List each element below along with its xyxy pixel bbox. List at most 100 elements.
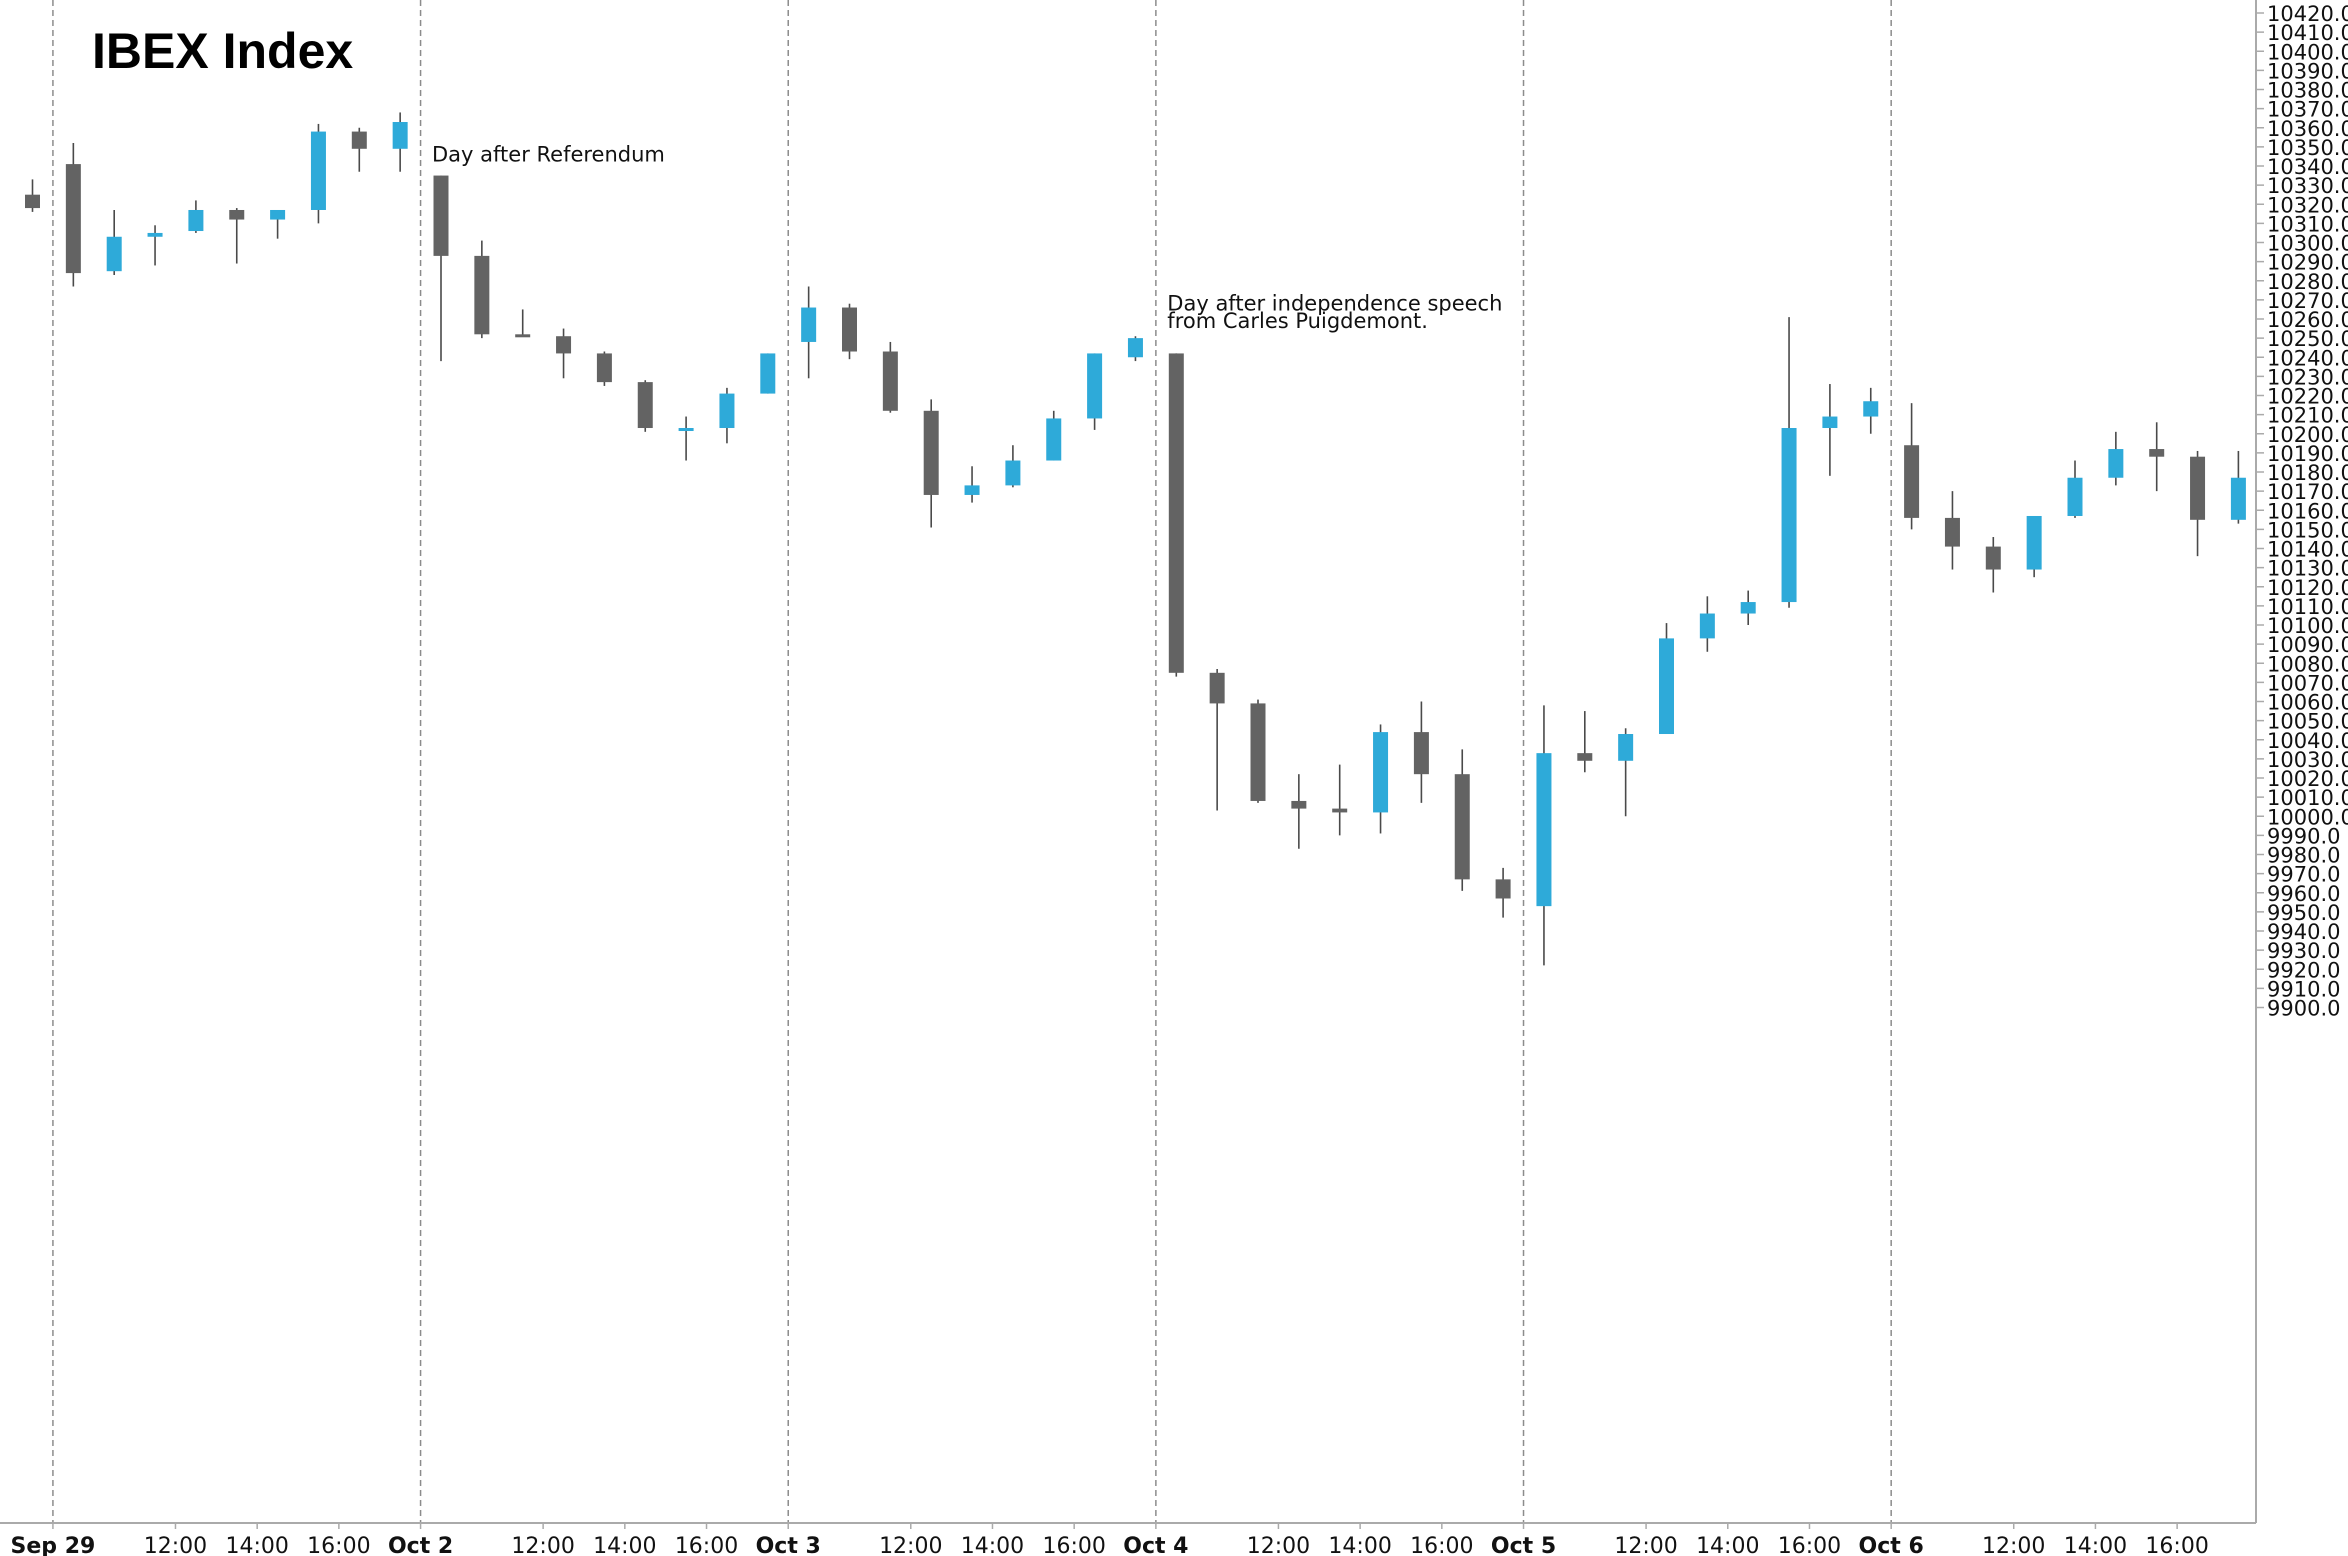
candle-body xyxy=(515,334,531,338)
y-tick-label: 10120.0 xyxy=(2267,576,2348,600)
candle xyxy=(1699,596,1715,652)
candle-body xyxy=(882,351,898,411)
candle xyxy=(1536,705,1552,966)
candle-body xyxy=(1209,672,1225,704)
y-tick-label: 9910.0 xyxy=(2267,977,2340,1001)
x-tick-label: 16:00 xyxy=(1778,1534,1841,1556)
y-tick-label: 9950.0 xyxy=(2267,901,2340,925)
candle-body xyxy=(1250,703,1266,801)
candle-body xyxy=(2190,456,2206,520)
candle-body xyxy=(556,336,572,354)
y-tick-label: 10420.0 xyxy=(2267,2,2348,26)
y-tick-label: 9990.0 xyxy=(2267,824,2340,848)
candle xyxy=(2108,431,2124,486)
candle-body xyxy=(719,393,735,429)
y-tick-label: 9970.0 xyxy=(2267,863,2340,887)
y-tick-label: 10320.0 xyxy=(2267,193,2348,217)
candle xyxy=(678,416,694,461)
candle-body xyxy=(1127,338,1143,358)
x-tick-label: 16:00 xyxy=(1410,1534,1473,1556)
y-tick-label: 10140.0 xyxy=(2267,538,2348,562)
candle-body xyxy=(2108,449,2124,478)
candle-body xyxy=(1168,353,1184,673)
y-tick-label: 10150.0 xyxy=(2267,518,2348,542)
y-tick-label: 10200.0 xyxy=(2267,423,2348,447)
candle-body xyxy=(1577,753,1593,761)
annotation-text: Day after Referendum xyxy=(432,143,665,167)
candle xyxy=(433,175,449,362)
candle xyxy=(1740,590,1756,625)
x-tick-label: Oct 4 xyxy=(1123,1534,1188,1556)
y-tick-label: 9940.0 xyxy=(2267,920,2340,944)
candle xyxy=(392,112,408,172)
x-tick-label: 12:00 xyxy=(1247,1534,1310,1556)
y-axis: 10420.010410.010400.010390.010380.010370… xyxy=(2255,0,2348,1523)
candle-body xyxy=(596,353,612,383)
candle xyxy=(1005,445,1021,488)
y-tick-label: 10070.0 xyxy=(2267,671,2348,695)
candle-body xyxy=(637,382,653,429)
y-tick-label: 10210.0 xyxy=(2267,404,2348,428)
candle xyxy=(1618,728,1634,817)
candle-body xyxy=(433,175,449,256)
y-tick-label: 10280.0 xyxy=(2267,270,2348,294)
candle xyxy=(1577,711,1593,773)
x-tick-label: 14:00 xyxy=(961,1534,1024,1556)
y-tick-label: 10130.0 xyxy=(2267,557,2348,581)
y-tick-label: 10020.0 xyxy=(2267,767,2348,791)
candle xyxy=(1944,491,1960,570)
candle-body xyxy=(1904,445,1920,518)
x-tick-label: Oct 3 xyxy=(756,1534,821,1556)
candle-body xyxy=(351,131,367,149)
candle xyxy=(1904,403,1920,530)
candle-body xyxy=(2230,477,2246,520)
x-tick-label: 16:00 xyxy=(1042,1534,1105,1556)
candle xyxy=(351,127,367,172)
y-tick-label: 10050.0 xyxy=(2267,710,2348,734)
x-tick-label: 12:00 xyxy=(511,1534,574,1556)
candle xyxy=(2067,460,2083,518)
candle xyxy=(1373,724,1389,834)
candle-body xyxy=(1781,428,1797,603)
candle xyxy=(801,286,817,379)
x-tick-label: 12:00 xyxy=(1614,1534,1677,1556)
candle xyxy=(474,240,490,339)
candle xyxy=(1495,867,1511,918)
candle-body xyxy=(188,209,204,232)
x-tick-label: 16:00 xyxy=(307,1534,370,1556)
candle xyxy=(188,200,204,233)
y-tick-label: 10010.0 xyxy=(2267,786,2348,810)
candle xyxy=(310,123,326,224)
y-tick-label: 10160.0 xyxy=(2267,499,2348,523)
candle-body xyxy=(923,410,939,495)
candle xyxy=(65,143,81,287)
y-tick-label: 10240.0 xyxy=(2267,346,2348,370)
x-tick-label: 14:00 xyxy=(225,1534,288,1556)
y-tick-label: 10110.0 xyxy=(2267,595,2348,619)
y-tick-label: 10370.0 xyxy=(2267,98,2348,122)
candle-body xyxy=(2149,449,2165,457)
candle-body xyxy=(1495,879,1511,899)
x-tick-label: 14:00 xyxy=(2064,1534,2127,1556)
y-tick-label: 10350.0 xyxy=(2267,136,2348,160)
candle xyxy=(556,328,572,379)
candle-body xyxy=(1046,418,1062,461)
y-tick-label: 10290.0 xyxy=(2267,251,2348,275)
y-tick-label: 9900.0 xyxy=(2267,997,2340,1021)
y-tick-label: 9920.0 xyxy=(2267,958,2340,982)
y-tick-label: 10060.0 xyxy=(2267,691,2348,715)
candle-body xyxy=(1536,753,1552,907)
candle-body xyxy=(1699,613,1715,639)
candle-body xyxy=(1659,638,1674,735)
candles xyxy=(25,112,2246,966)
annotation-text: from Carles Puigdemont. xyxy=(1167,309,1428,333)
y-tick-label: 10250.0 xyxy=(2267,327,2348,351)
y-tick-label: 10180.0 xyxy=(2267,461,2348,485)
candle xyxy=(106,209,122,276)
candle-body xyxy=(1373,732,1389,813)
chart-title: IBEX Index xyxy=(92,23,353,79)
candle-body xyxy=(2026,515,2042,570)
y-tick-label: 10080.0 xyxy=(2267,652,2348,676)
candle-body xyxy=(964,485,980,495)
candle-body xyxy=(1087,353,1103,419)
